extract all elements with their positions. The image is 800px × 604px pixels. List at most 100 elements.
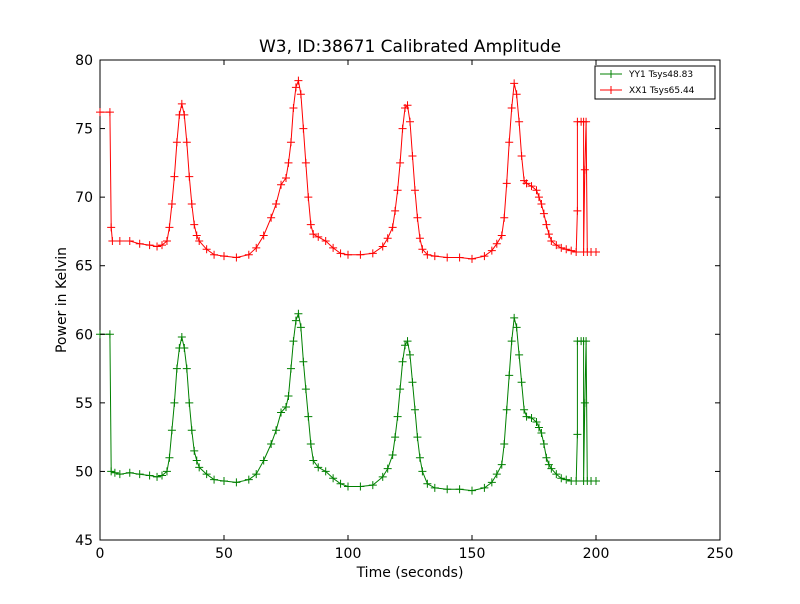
data-point (507, 104, 516, 112)
data-point (220, 477, 228, 486)
data-point (107, 467, 116, 476)
data-point (182, 364, 191, 373)
data-point (177, 333, 186, 342)
data-point (167, 426, 176, 435)
legend-box (594, 65, 716, 100)
data-point (259, 231, 268, 240)
data-point (185, 398, 194, 407)
data-point (306, 440, 315, 448)
data-point (162, 467, 171, 476)
data-point (507, 337, 516, 346)
data-point (105, 330, 114, 339)
data-point (547, 237, 556, 246)
data-point (522, 179, 531, 188)
data-point (336, 479, 345, 488)
data-point (232, 478, 241, 487)
data-point (309, 230, 318, 239)
data-point (592, 477, 600, 486)
data-point (115, 237, 124, 246)
data-point (172, 138, 181, 147)
data-point (413, 213, 422, 222)
data-point (202, 245, 211, 254)
data-point (500, 440, 509, 448)
data-point (314, 463, 323, 472)
data-point (145, 241, 154, 250)
data-point (272, 426, 281, 435)
data-point (527, 182, 536, 191)
data-point (410, 186, 419, 195)
data-point (383, 464, 392, 473)
data-point (187, 426, 196, 435)
data-point (567, 246, 576, 255)
data-point (202, 470, 211, 479)
data-point (210, 475, 219, 484)
x-tick-label: 50 (215, 546, 233, 562)
data-point (301, 385, 310, 394)
x-axis-label: Time (seconds) (356, 565, 464, 581)
data-point (180, 344, 189, 352)
data-point (185, 172, 194, 181)
legend: YY1 Tsys48.83 XX1 Tsys65.44 (594, 65, 716, 100)
data-point (562, 475, 571, 484)
data-point (105, 108, 114, 117)
data-point (487, 478, 496, 487)
data-point (517, 378, 526, 387)
data-point (505, 138, 514, 147)
data-point (539, 209, 548, 218)
data-point (368, 481, 377, 490)
data-point (165, 223, 174, 232)
data-point (299, 124, 308, 133)
data-point (158, 241, 166, 250)
data-point (291, 316, 300, 325)
data-point (534, 193, 543, 202)
tick-layer: 0 50 100 150 200 250 45 50 55 60 65 70 75 80 (75, 53, 733, 562)
data-point (252, 243, 261, 252)
series-layer (96, 76, 600, 495)
data-point (542, 453, 551, 462)
data-point (108, 237, 117, 246)
data-point (532, 186, 541, 195)
data-point (580, 165, 589, 174)
data-point (210, 250, 219, 259)
data-point (532, 418, 541, 427)
data-point (190, 220, 199, 229)
data-point (572, 477, 581, 486)
data-point (252, 470, 261, 479)
data-point (277, 408, 286, 417)
data-point (423, 479, 432, 488)
data-point (267, 440, 276, 448)
x-tick-label: 200 (583, 546, 610, 562)
data-point (562, 245, 571, 254)
data-point (468, 486, 476, 495)
data-point (492, 239, 501, 248)
data-point (284, 392, 293, 400)
data-point (289, 104, 298, 112)
data-point (502, 405, 511, 414)
data-point (192, 231, 201, 240)
chart-title: W3, ID:38671 Calibrated Amplitude (259, 37, 561, 57)
data-point (391, 433, 400, 442)
data-point (403, 337, 412, 346)
data-point (510, 79, 519, 88)
data-point (398, 124, 407, 133)
data-point (306, 220, 315, 229)
data-point (368, 249, 377, 258)
data-point (291, 83, 300, 92)
data-point (480, 483, 489, 492)
data-point (415, 453, 424, 462)
data-point (125, 237, 134, 246)
data-point (286, 138, 295, 147)
data-point (537, 200, 546, 208)
y-axis-label: Power in Kelvin (54, 247, 70, 353)
y-tick-label: 75 (75, 122, 93, 138)
data-point (512, 90, 521, 99)
data-point (557, 243, 566, 252)
data-point (107, 223, 116, 232)
data-point (573, 206, 582, 215)
data-point (299, 357, 308, 366)
data-point (135, 239, 144, 248)
data-point (430, 483, 439, 492)
data-point (388, 223, 397, 232)
data-point (286, 364, 295, 373)
x-tick-label: 0 (96, 546, 105, 562)
